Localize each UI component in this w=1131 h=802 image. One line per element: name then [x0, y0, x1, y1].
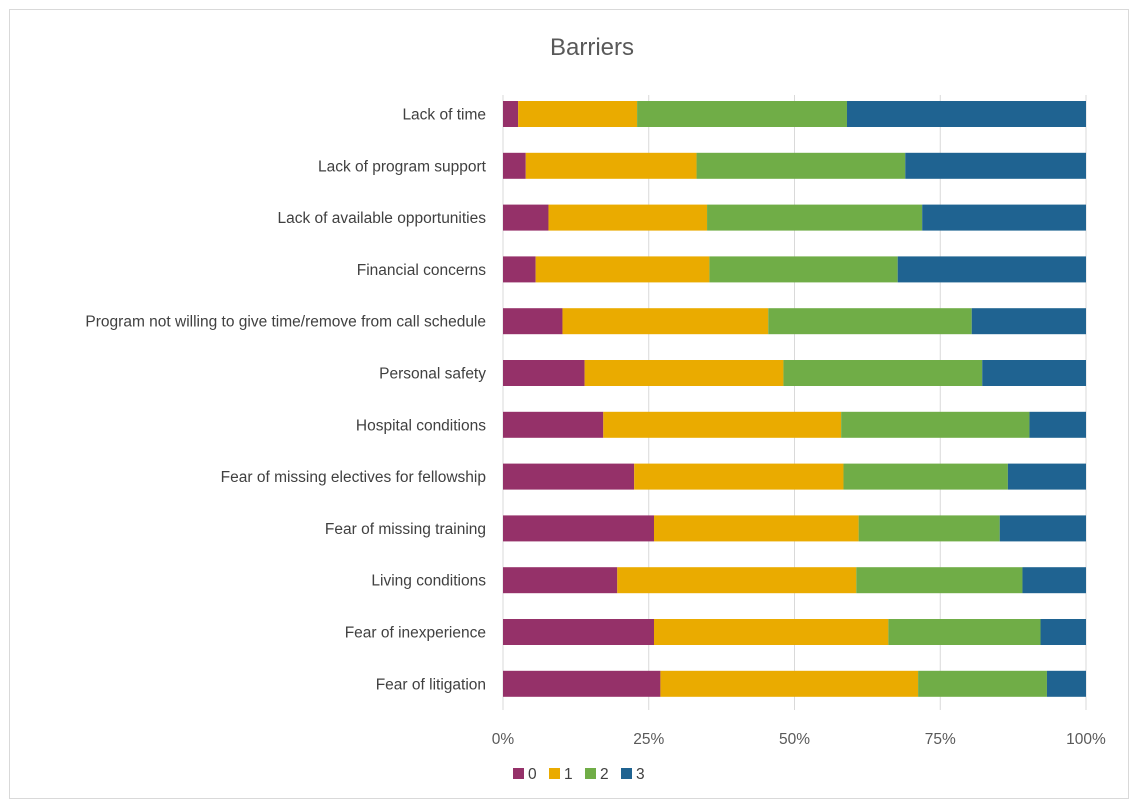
bar-segment: [1022, 567, 1086, 594]
bar-segment: [503, 515, 654, 542]
category-label: Lack of time: [402, 107, 486, 124]
bar-segment: [1040, 619, 1086, 645]
bar-segment: [503, 256, 536, 283]
bar-segment: [584, 360, 784, 386]
bar-segment: [999, 515, 1086, 542]
category-labels: Lack of time Lack of program support Lack …: [85, 107, 486, 694]
bar-segment: [982, 360, 1086, 386]
chart-title: Barriers: [550, 34, 634, 61]
category-label: Lack of available opportunities: [277, 210, 486, 227]
bar-segment: [503, 308, 563, 335]
category-label: Fear of missing training: [325, 521, 486, 538]
x-tick-label: 25%: [633, 731, 664, 748]
bar-segment: [503, 101, 519, 127]
category-label: Personal safety: [379, 366, 486, 383]
bar-segment: [856, 567, 1023, 594]
x-tick-label: 100%: [1066, 731, 1106, 748]
bar-segment: [548, 204, 708, 231]
bar-segment: [858, 515, 1000, 542]
bar-segment: [1007, 463, 1086, 490]
bar-segment: [603, 411, 842, 438]
bar-segment: [918, 670, 1047, 697]
bar-segment: [841, 411, 1030, 438]
legend-label: 0: [528, 766, 537, 783]
bar-segment: [846, 101, 1086, 127]
category-label: Lack of program support: [318, 158, 487, 175]
bar-segment: [503, 360, 585, 386]
bar-segment: [518, 101, 638, 127]
legend-swatch: [549, 768, 560, 779]
legend-swatch: [513, 768, 524, 779]
bar-segment: [1029, 411, 1086, 438]
bar-segment: [525, 152, 697, 179]
bar-segment: [768, 308, 972, 335]
bar-segment: [897, 256, 1086, 283]
x-tick-label: 75%: [925, 731, 956, 748]
x-tick-label: 50%: [779, 731, 810, 748]
bar-segment: [888, 619, 1041, 645]
bar-segment: [922, 204, 1086, 231]
category-label: Fear of inexperience: [345, 625, 486, 642]
legend: 0 1 2 3: [513, 766, 645, 783]
bar-segment: [562, 308, 769, 335]
bar-segment: [503, 567, 618, 594]
legend-swatch: [621, 768, 632, 779]
bar-segment: [843, 463, 1008, 490]
category-label: Fear of litigation: [376, 676, 486, 693]
bar-segment: [503, 463, 635, 490]
category-label: Fear of missing electives for fellowship: [221, 469, 486, 486]
bar-segment: [617, 567, 857, 594]
bar-segment: [660, 670, 919, 697]
chart-area: [9, 9, 1129, 799]
bar-segment: [637, 101, 847, 127]
bar-segment: [653, 515, 859, 542]
bar-segment: [653, 619, 889, 645]
legend-label: 2: [600, 766, 609, 783]
category-label: Hospital conditions: [356, 417, 486, 434]
bar-segment: [1046, 670, 1086, 697]
bar-segment: [634, 463, 844, 490]
bar-segment: [696, 152, 906, 179]
bar-segment: [503, 204, 549, 231]
bar-segment: [709, 256, 898, 283]
bar-segment: [905, 152, 1086, 179]
legend-swatch: [585, 768, 596, 779]
x-tick-label: 0%: [492, 731, 515, 748]
x-axis-ticks: 0% 25% 50% 75% 100%: [492, 731, 1106, 748]
legend-label: 1: [564, 766, 573, 783]
bar-segment: [971, 308, 1086, 335]
legend-label: 3: [636, 766, 645, 783]
bar-segment: [503, 152, 526, 179]
gridlines: [502, 95, 1087, 710]
bar-segment: [503, 411, 604, 438]
category-label: Program not willing to give time/remove …: [85, 314, 486, 331]
category-label: Financial concerns: [357, 262, 486, 279]
bar-segment: [783, 360, 983, 386]
bars: [503, 101, 1086, 697]
bar-segment: [707, 204, 923, 231]
bar-segment: [535, 256, 710, 283]
category-label: Living conditions: [371, 573, 486, 590]
bar-segment: [503, 619, 654, 645]
bar-segment: [503, 670, 661, 697]
